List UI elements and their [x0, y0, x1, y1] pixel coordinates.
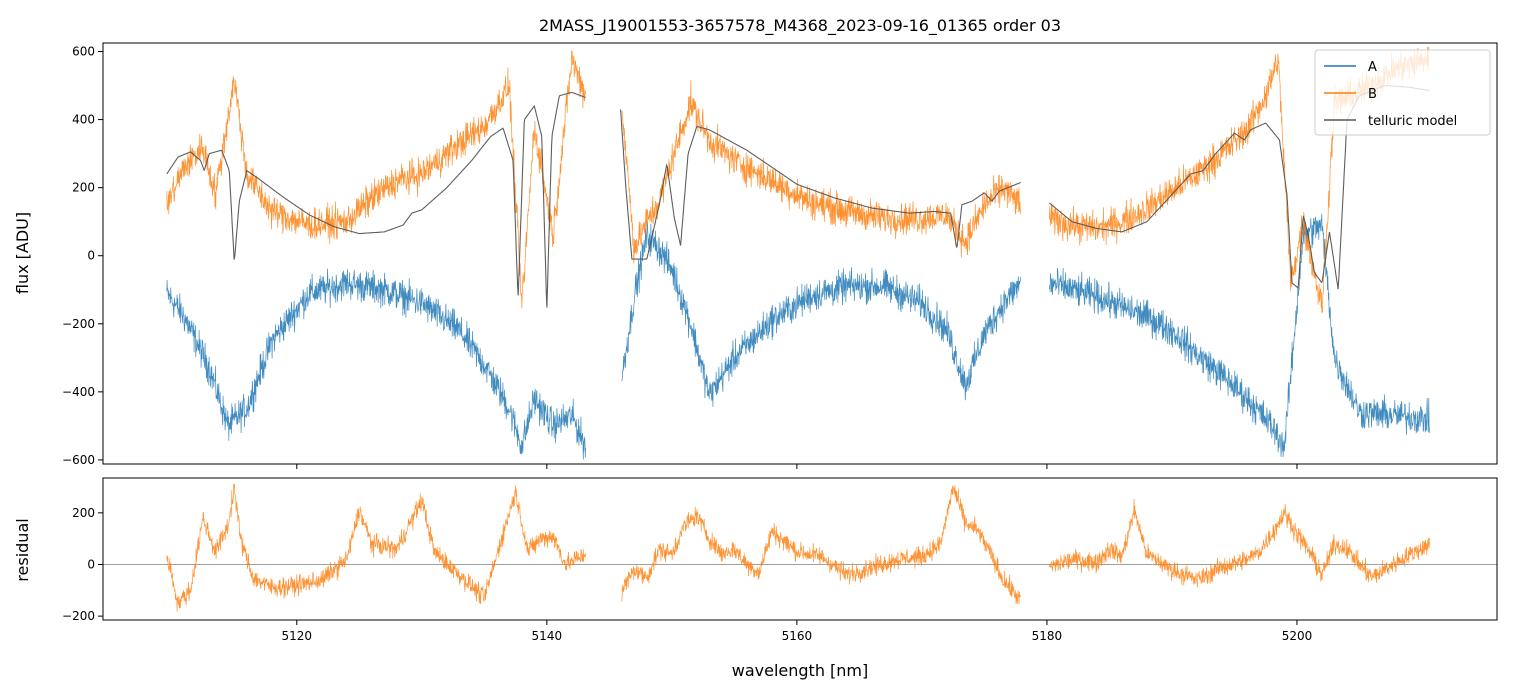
main-y-tick-label: −400	[62, 385, 95, 399]
residual-panel: −200 0 200 5120 5140 5160 5180 5200 residual w…	[13, 477, 1498, 680]
chart-title: 2MASS_J19001553-3657578_M4368_2023-09-16…	[539, 16, 1061, 36]
residual-series-b-segment-0	[166, 483, 586, 612]
main-series-telluric-model-segment-0	[166, 91, 586, 308]
main-y-tick-label: −600	[62, 453, 95, 467]
residual-x-tick-label: 5140	[532, 629, 563, 643]
main-plot-area	[103, 43, 1497, 464]
residual-y-tick-label: 0	[87, 557, 95, 571]
main-series-telluric-model-segment-1	[620, 109, 1021, 260]
x-axis-label: wavelength [nm]	[732, 661, 869, 680]
residual-x-tick-label: 5160	[782, 629, 813, 643]
legend-box	[1314, 49, 1491, 136]
main-y-axis: −600 −400 −200 0 200 400 600	[62, 45, 103, 467]
residual-x-tick-label: 5120	[282, 629, 313, 643]
residual-frame	[102, 477, 1498, 621]
residual-x-tick-label: 5180	[1032, 629, 1063, 643]
residual-plot-area	[103, 478, 1497, 620]
residual-y-axis: −200 0 200	[62, 506, 103, 623]
main-y-tick-label: −200	[62, 317, 95, 331]
legend: A B telluric model	[1314, 49, 1491, 136]
main-series-b-segment-0	[166, 50, 586, 309]
residual-y-axis-label: residual	[13, 518, 32, 581]
main-y-axis-label: flux [ADU]	[13, 212, 32, 294]
main-y-tick-label: 0	[87, 249, 95, 263]
main-panel: −600 −400 −200 0 200 400 600 flux [ADU] A B te…	[13, 42, 1498, 469]
legend-label-telluric: telluric model	[1368, 114, 1457, 129]
main-series-b-segment-1	[621, 80, 1022, 264]
residual-series-group	[103, 483, 1497, 612]
legend-label-a: A	[1368, 60, 1377, 75]
residual-x-axis: 5120 5140 5160 5180 5200	[282, 620, 1313, 643]
residual-series-b-segment-2	[1049, 498, 1430, 588]
legend-label-b: B	[1368, 87, 1377, 102]
main-x-axis	[296, 464, 1298, 469]
main-series-a-segment-0	[166, 268, 586, 460]
residual-y-tick-label: 200	[72, 506, 95, 520]
main-y-tick-label: 600	[72, 45, 95, 59]
main-series-a-segment-1	[621, 220, 1022, 407]
residual-y-tick-label: −200	[62, 609, 95, 623]
main-y-tick-label: 200	[72, 181, 95, 195]
residual-x-tick-label: 5200	[1282, 629, 1313, 643]
residual-series-b-segment-1	[621, 484, 1022, 605]
main-y-tick-label: 400	[72, 113, 95, 127]
main-frame	[102, 42, 1498, 465]
main-series-a-segment-2	[1049, 213, 1430, 458]
